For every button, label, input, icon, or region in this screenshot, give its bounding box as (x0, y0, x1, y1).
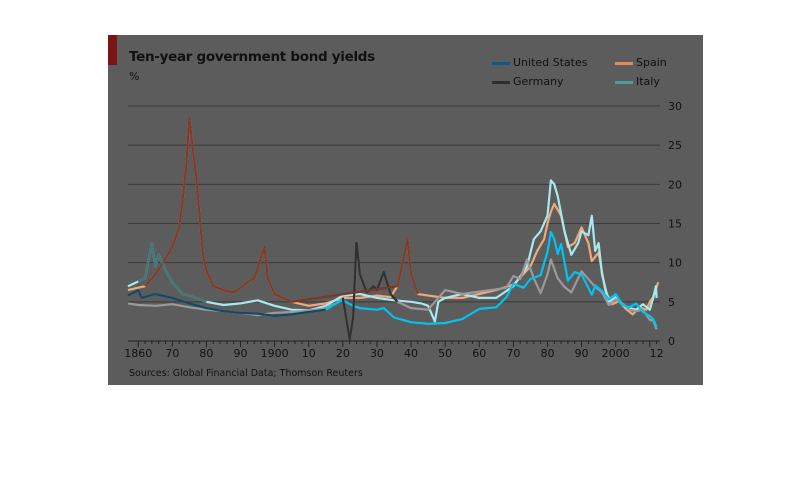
x-tick-label: 1860 (124, 347, 152, 360)
legend-item-spain: Spain (615, 56, 667, 69)
legend-label: Spain (636, 56, 667, 69)
x-tick-label: 80 (199, 347, 213, 360)
legend-label: Germany (513, 75, 564, 88)
y-tick-label: 20 (668, 178, 682, 191)
y-tick-label: 15 (668, 218, 682, 231)
x-tick-label: 80 (540, 347, 554, 360)
x-tick-label: 30 (370, 347, 384, 360)
series-line-shadow-3 (127, 289, 326, 317)
x-tick-label: 10 (302, 347, 316, 360)
chart-background (108, 35, 703, 385)
y-tick-label: 0 (668, 335, 675, 348)
x-tick-label: 12 (650, 347, 664, 360)
series-line-shadow-1 (144, 116, 419, 303)
x-tick-label: 1900 (261, 347, 289, 360)
y-tick-label: 30 (668, 100, 682, 113)
legend-label: Italy (636, 75, 660, 88)
series-line-italy (127, 179, 658, 323)
legend-item-germany: Germany (492, 75, 564, 88)
legend-item-italy: Italy (615, 75, 660, 88)
chart-title: Ten-year government bond yields (129, 49, 375, 65)
y-tick-label: 25 (668, 139, 682, 152)
series-line-shadow-2 (137, 242, 207, 303)
legend-swatch (492, 61, 510, 65)
source-note: Sources: Global Financial Data; Thomson … (129, 368, 363, 379)
brand-accent-bar (108, 35, 117, 65)
x-tick-label: 90 (234, 347, 248, 360)
x-tick-label: 90 (575, 347, 589, 360)
legend-swatch (615, 61, 633, 65)
series-line-shadow-0 (341, 242, 399, 341)
x-tick-label: 40 (404, 347, 418, 360)
legend-swatch (615, 80, 633, 84)
legend-item-united-states: United States (492, 56, 588, 69)
x-tick-label: 50 (438, 347, 452, 360)
series-line-spain (127, 116, 660, 316)
x-tick-label: 70 (506, 347, 520, 360)
x-tick-label: 20 (336, 347, 350, 360)
x-tick-label: 60 (472, 347, 486, 360)
x-tick-label: 2000 (602, 347, 630, 360)
y-tick-label: 5 (668, 296, 675, 309)
legend-label: United States (513, 56, 588, 69)
y-unit-label: % (129, 70, 140, 83)
legend-swatch (492, 80, 510, 84)
y-tick-label: 10 (668, 257, 682, 270)
x-tick-label: 70 (165, 347, 179, 360)
